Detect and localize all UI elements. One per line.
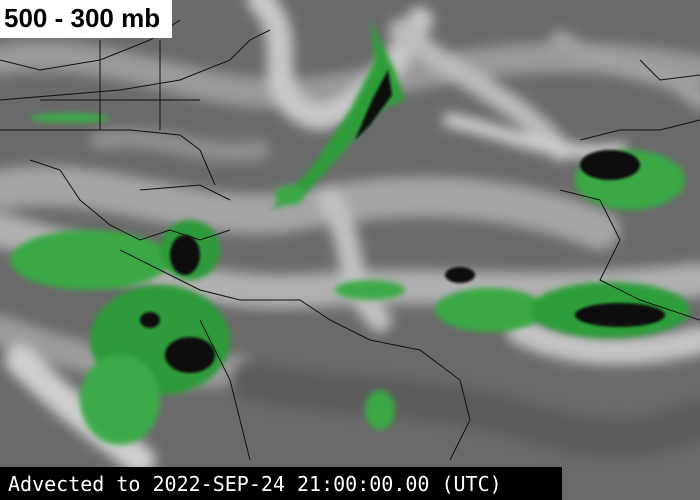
cloud-core <box>140 70 665 373</box>
caption: Advected to 2022-SEP-24 21:00:00.00 (UTC… <box>8 472 502 496</box>
cloud-green <box>10 20 690 445</box>
title-box <box>0 0 172 38</box>
title: 500 - 300 mb <box>4 3 161 33</box>
coastlines <box>0 19 700 461</box>
caption-box <box>0 467 562 500</box>
